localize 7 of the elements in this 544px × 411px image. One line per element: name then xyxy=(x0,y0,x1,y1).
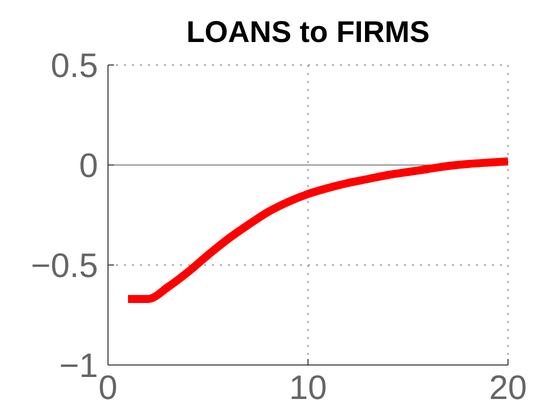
chart-title: LOANS to FIRMS xyxy=(186,16,430,49)
x-tick-label: 20 xyxy=(489,369,527,407)
y-tick-label: 0 xyxy=(79,146,98,185)
y-tick-label: −0.5 xyxy=(30,246,98,285)
x-tick-label: 10 xyxy=(289,369,327,407)
y-tick-label: 0.5 xyxy=(50,46,98,85)
y-tick-label: −1 xyxy=(59,346,98,385)
